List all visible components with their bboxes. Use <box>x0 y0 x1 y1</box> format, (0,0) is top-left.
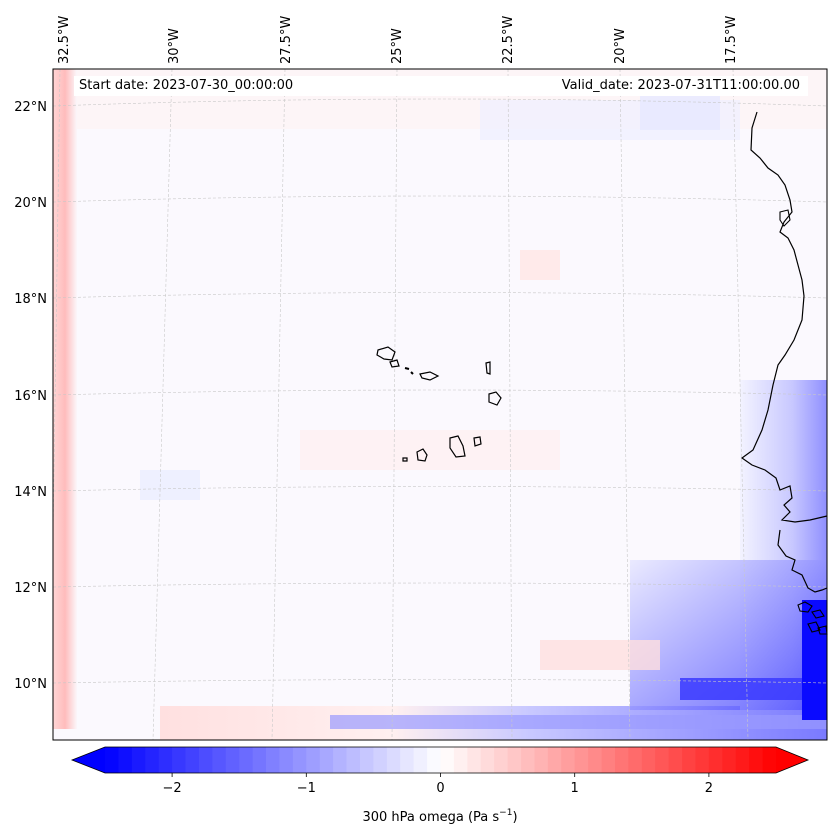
colorbar-cell <box>749 747 763 773</box>
colorbar-tick-label: −1 <box>297 781 316 796</box>
africa-coastline-south <box>777 529 828 593</box>
colorbar-cell <box>588 747 602 773</box>
colorbar-cell <box>185 747 200 773</box>
start-date-text: Start date: 2023-07-30_00:00:00 <box>79 78 294 93</box>
colorbar-cell <box>467 747 482 773</box>
lon-label: 30°W <box>167 28 182 64</box>
colorbar-cell <box>131 747 146 773</box>
lat-label: 12°N <box>14 581 47 596</box>
lat-label: 20°N <box>14 196 47 211</box>
lon-label: 25°W <box>390 28 405 64</box>
lat-label: 18°N <box>14 292 47 307</box>
colorbar-cell <box>722 747 737 773</box>
colorbar-cell <box>158 747 173 773</box>
title-band <box>74 76 808 96</box>
colorbar-cell <box>762 747 777 773</box>
colorbar-cell <box>614 747 629 773</box>
colorbar-cell <box>601 747 616 773</box>
lat-label: 10°N <box>14 677 47 692</box>
colorbar-ticks: −2 −1 0 1 2 <box>163 773 713 796</box>
colorbar-cell <box>306 747 321 773</box>
omega-field <box>53 69 827 740</box>
colorbar-cell <box>534 747 549 773</box>
colorbar-cell <box>198 747 213 773</box>
colorbar-cell <box>561 747 576 773</box>
lon-label: 27.5°W <box>279 16 294 64</box>
colorbar-cell <box>400 747 415 773</box>
colorbar-extend-min <box>72 747 105 773</box>
map-frame <box>52 68 828 741</box>
colorbar-cell <box>279 747 294 773</box>
lat-label: 22°N <box>14 100 47 115</box>
lon-label: 20°W <box>613 28 628 64</box>
colorbar: −2 −1 0 1 2 300 hPa omega (Pa s−1) <box>70 746 810 825</box>
colorbar-tick-label: −2 <box>163 781 182 796</box>
colorbar-tick-label: 2 <box>705 781 713 796</box>
colorbar-cells <box>72 747 808 773</box>
colorbar-cell <box>319 747 334 773</box>
colorbar-cell <box>427 747 441 773</box>
colorbar-cell <box>668 747 683 773</box>
colorbar-cell <box>682 747 696 773</box>
colorbar-cell <box>333 747 347 773</box>
africa-coastline <box>740 111 828 523</box>
colorbar-cell <box>105 747 119 773</box>
colorbar-cell <box>145 747 160 773</box>
colorbar-extend-max <box>776 747 808 773</box>
colorbar-cell <box>453 747 468 773</box>
colorbar-cell <box>480 747 495 773</box>
colorbar-outline <box>70 746 810 774</box>
colorbar-cell <box>266 747 280 773</box>
colorbar-cell <box>386 747 401 773</box>
lat-label: 16°N <box>14 389 47 404</box>
colorbar-cell <box>118 747 133 773</box>
longitude-labels: 32.5°W 30°W 27.5°W 25°W 22.5°W 20°W 17.5… <box>57 16 739 64</box>
colorbar-cell <box>346 747 361 773</box>
cape-verde-islands <box>376 346 502 462</box>
lat-label: 14°N <box>14 485 47 500</box>
gambia-estuary <box>779 209 791 227</box>
lon-label: 17.5°W <box>724 16 739 64</box>
colorbar-tick-label: 1 <box>571 781 579 796</box>
colorbar-cell <box>574 747 589 773</box>
colorbar-cell <box>212 747 227 773</box>
colorbar-cell <box>521 747 535 773</box>
colorbar-cell <box>239 747 254 773</box>
latitude-labels: 22°N 20°N 18°N 16°N 14°N 12°N 10°N <box>14 100 47 692</box>
colorbar-cell <box>440 747 455 773</box>
colorbar-cell <box>695 747 710 773</box>
colorbar-cell <box>225 747 240 773</box>
colorbar-cell <box>708 747 723 773</box>
colorbar-cell <box>292 747 307 773</box>
bissagos-islands <box>797 601 828 635</box>
colorbar-cell <box>359 747 374 773</box>
lon-label: 22.5°W <box>501 16 516 64</box>
colorbar-cell <box>252 747 267 773</box>
colorbar-cell <box>413 747 428 773</box>
lon-label: 32.5°W <box>57 16 72 64</box>
colorbar-cell <box>494 747 508 773</box>
colorbar-cell <box>655 747 670 773</box>
colorbar-tick-label: 0 <box>436 781 444 796</box>
colorbar-label: 300 hPa omega (Pa s−1) <box>362 808 517 825</box>
colorbar-cell <box>628 747 643 773</box>
colorbar-cell <box>373 747 388 773</box>
colorbar-cell <box>172 747 186 773</box>
colorbar-cell <box>641 747 656 773</box>
colorbar-cell <box>507 747 522 773</box>
colorbar-cell <box>547 747 562 773</box>
graticule <box>53 69 827 740</box>
valid-date-text: Valid_date: 2023-07-31T11:00:00.00 <box>561 78 800 93</box>
colorbar-cell <box>735 747 750 773</box>
